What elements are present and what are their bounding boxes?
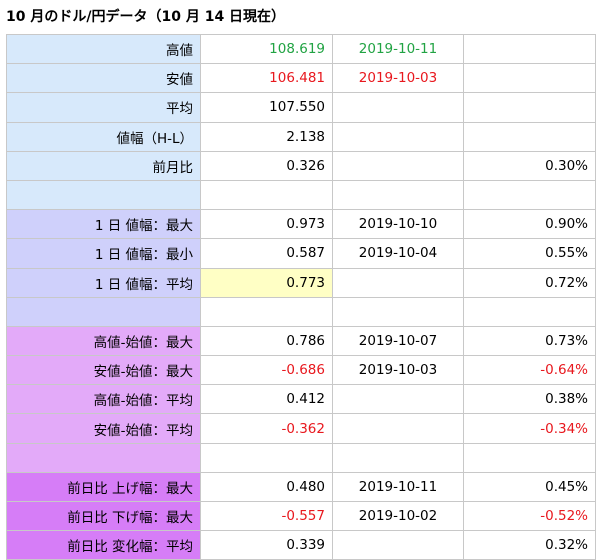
row-date <box>332 296 464 327</box>
row-value: 0.973 <box>200 209 333 240</box>
row-label: 高値-始値：最大 <box>6 325 201 357</box>
table-row: 1 日 値幅：最小 0.587 2019-10-04 0.55% <box>6 238 596 269</box>
table-row: 安値 106.481 2019-10-03 <box>6 63 596 94</box>
row-label: 1 日 値幅：最小 <box>6 238 201 269</box>
row-value: 108.619 <box>200 33 333 65</box>
row-percent: 0.73% <box>463 325 596 357</box>
table-row: 1 日 値幅：最大 0.973 2019-10-10 0.90% <box>6 209 596 240</box>
row-date: 2019-10-03 <box>332 355 464 386</box>
row-percent: 0.45% <box>463 471 596 503</box>
row-date: 2019-10-07 <box>332 325 464 357</box>
row-value: 107.550 <box>200 92 333 123</box>
usd-jpy-table: 高値 108.619 2019-10-11 安値 106.481 2019-10… <box>6 33 596 560</box>
row-date <box>332 530 464 560</box>
row-label: 高値 <box>6 33 201 65</box>
row-label: 前日比 上げ幅：最大 <box>6 471 201 503</box>
row-percent <box>463 63 596 94</box>
row-date: 2019-10-02 <box>332 500 464 532</box>
row-value: 0.480 <box>200 471 333 503</box>
spacer-row <box>6 442 596 473</box>
row-label <box>6 179 201 211</box>
table-row: 前日比 上げ幅：最大 0.480 2019-10-11 0.45% <box>6 471 596 503</box>
row-label: 値幅（H-L） <box>6 121 201 152</box>
row-value: -0.686 <box>200 355 333 386</box>
row-value <box>200 296 333 327</box>
row-label: 1 日 値幅：平均 <box>6 267 201 298</box>
row-value-highlighted: 0.773 <box>200 267 333 298</box>
row-percent <box>463 33 596 65</box>
row-percent: 0.38% <box>463 384 596 415</box>
row-value <box>200 179 333 211</box>
row-label: 平均 <box>6 92 201 123</box>
row-percent <box>463 121 596 152</box>
spacer-row <box>6 179 596 211</box>
table-row: 1 日 値幅：平均 0.773 0.72% <box>6 267 596 298</box>
table-row: 前日比 変化幅：平均 0.339 0.32% <box>6 530 596 560</box>
row-date <box>332 413 464 444</box>
table-row: 平均 107.550 <box>6 92 596 123</box>
table-row: 高値-始値：最大 0.786 2019-10-07 0.73% <box>6 325 596 357</box>
row-value: 2.138 <box>200 121 333 152</box>
table-row: 安値-始値：最大 -0.686 2019-10-03 -0.64% <box>6 355 596 386</box>
row-date <box>332 384 464 415</box>
page-title: 10 月のドル/円データ（10 月 14 日現在） <box>6 9 286 25</box>
row-date: 2019-10-11 <box>332 471 464 503</box>
row-percent: 0.90% <box>463 209 596 240</box>
row-percent <box>463 92 596 123</box>
row-percent: -0.64% <box>463 355 596 386</box>
row-label: 安値 <box>6 63 201 94</box>
row-percent <box>463 442 596 473</box>
row-label: 前日比 下げ幅：最大 <box>6 500 201 532</box>
row-percent: 0.55% <box>463 238 596 269</box>
row-label <box>6 296 201 327</box>
row-label: 安値-始値：平均 <box>6 413 201 444</box>
row-label: 前月比 <box>6 150 201 181</box>
row-percent: 0.72% <box>463 267 596 298</box>
row-value: 0.587 <box>200 238 333 269</box>
row-date <box>332 150 464 181</box>
row-percent: -0.34% <box>463 413 596 444</box>
row-percent: 0.30% <box>463 150 596 181</box>
row-percent <box>463 296 596 327</box>
row-label: 前日比 変化幅：平均 <box>6 530 201 560</box>
row-date: 2019-10-03 <box>332 63 464 94</box>
row-percent: 0.32% <box>463 530 596 560</box>
row-value: -0.557 <box>200 500 333 532</box>
row-value: 0.786 <box>200 325 333 357</box>
row-value: 106.481 <box>200 63 333 94</box>
table-row: 値幅（H-L） 2.138 <box>6 121 596 152</box>
row-label: 安値-始値：最大 <box>6 355 201 386</box>
row-date <box>332 121 464 152</box>
row-date <box>332 179 464 211</box>
row-percent <box>463 179 596 211</box>
row-date <box>332 92 464 123</box>
row-date: 2019-10-04 <box>332 238 464 269</box>
row-date <box>332 267 464 298</box>
row-value: -0.362 <box>200 413 333 444</box>
row-label: 高値-始値：平均 <box>6 384 201 415</box>
spacer-row <box>6 296 596 327</box>
table-row: 前日比 下げ幅：最大 -0.557 2019-10-02 -0.52% <box>6 500 596 532</box>
table-row: 安値-始値：平均 -0.362 -0.34% <box>6 413 596 444</box>
table-row: 前月比 0.326 0.30% <box>6 150 596 181</box>
row-label: 1 日 値幅：最大 <box>6 209 201 240</box>
row-label <box>6 442 201 473</box>
row-date <box>332 442 464 473</box>
row-date: 2019-10-11 <box>332 33 464 65</box>
table-row: 高値 108.619 2019-10-11 <box>6 33 596 65</box>
row-date: 2019-10-10 <box>332 209 464 240</box>
row-value <box>200 442 333 473</box>
row-percent: -0.52% <box>463 500 596 532</box>
table-row: 高値-始値：平均 0.412 0.38% <box>6 384 596 415</box>
row-value: 0.339 <box>200 530 333 560</box>
row-value: 0.412 <box>200 384 333 415</box>
row-value: 0.326 <box>200 150 333 181</box>
